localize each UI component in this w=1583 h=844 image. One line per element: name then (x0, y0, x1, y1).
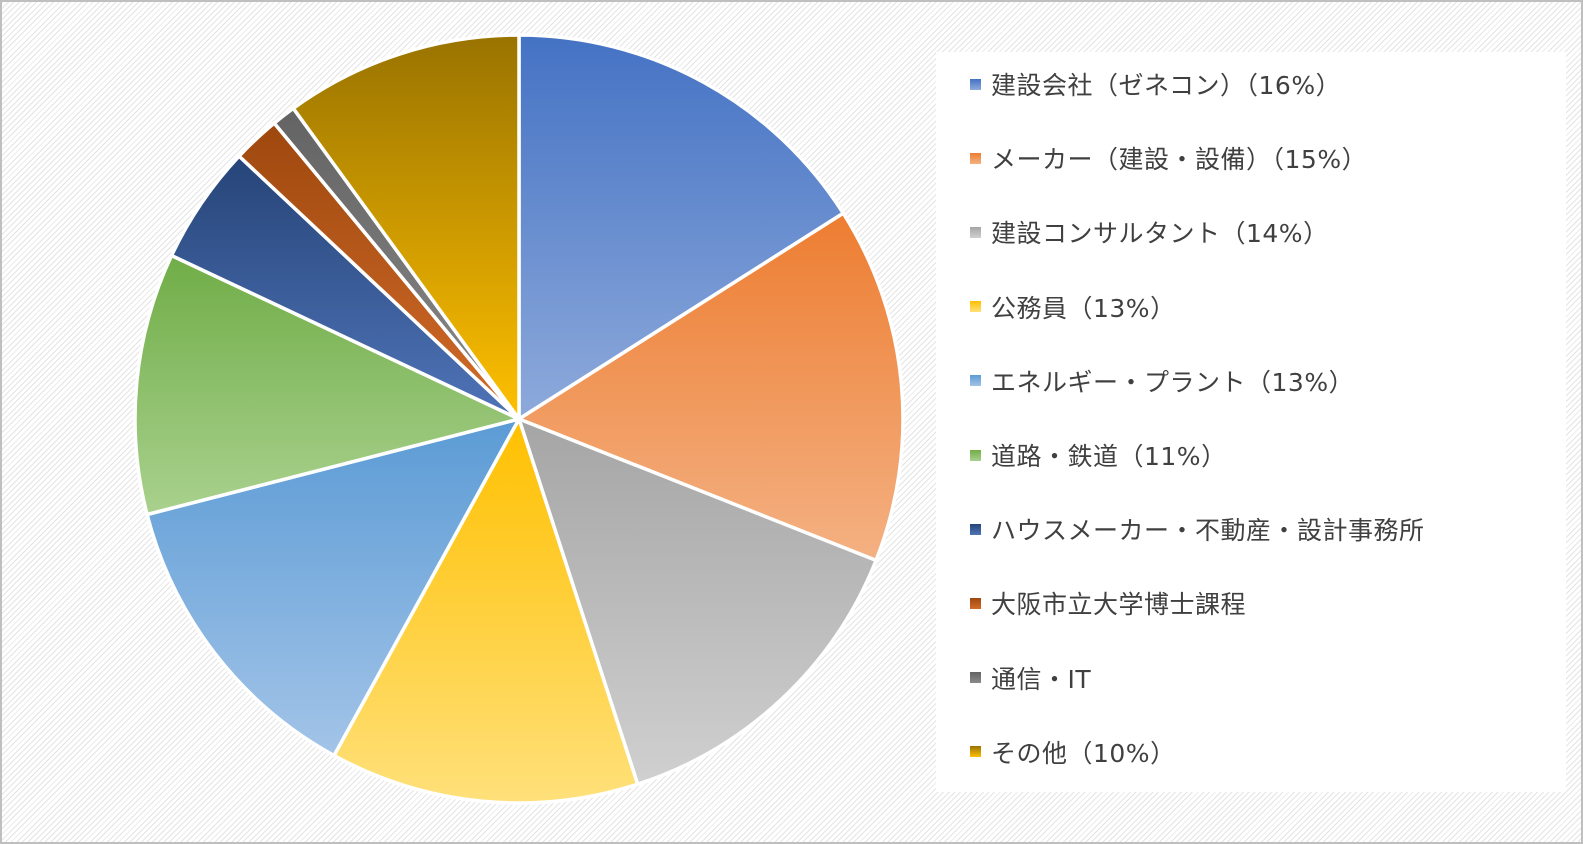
legend-label: 公務員（13%） (991, 293, 1176, 323)
legend-swatch (970, 449, 981, 461)
legend-swatch (970, 523, 981, 535)
legend-label: エネルギー・プラント（13%） (991, 367, 1355, 397)
pie-slice-6 (133, 253, 521, 517)
legend-swatch (970, 301, 981, 313)
legend-label: メーカー（建設・設備）（15%） (991, 145, 1368, 175)
legend-label: 道路・鉄道（11%） (991, 442, 1227, 471)
legend-label: 大阪市立大学博士課程 (991, 590, 1247, 620)
legend-item: 建設会社（ゼネコン）（16%） (936, 64, 1566, 104)
pie-slice-5 (145, 417, 521, 758)
legend: 建設会社（ゼネコン）（16%） メーカー（建設・設備）（15%） 建設コンサルタント… (936, 52, 1566, 792)
legend-swatch (970, 226, 981, 238)
pie-slice-2 (517, 211, 905, 563)
legend-swatch (970, 672, 981, 684)
legend-label: 建設会社（ゼネコン）（16%） (991, 71, 1342, 100)
legend-swatch (970, 78, 981, 90)
legend-item: その他（10%） (936, 732, 1566, 772)
legend-label: その他（10%） (991, 738, 1176, 768)
legend-label: 建設コンサルタント（14%） (991, 219, 1329, 249)
legend-item: メーカー（建設・設備）（15%） (936, 138, 1566, 178)
pie-slice-10 (291, 33, 521, 421)
legend-item: 道路・鉄道（11%） (936, 435, 1566, 475)
pie-slice-1 (517, 33, 845, 421)
legend-item: 公務員（13%） (936, 287, 1566, 327)
legend-item: 通信・IT (936, 658, 1566, 698)
pie-slice-4 (332, 417, 640, 805)
legend-swatch (970, 597, 981, 609)
legend-item: 大阪市立大学博士課程 (936, 583, 1566, 623)
legend-label: ハウスメーカー・不動産・設計事務所 (991, 516, 1425, 546)
legend-item: ハウスメーカー・不動産・設計事務所 (936, 509, 1566, 549)
legend-swatch (970, 152, 981, 164)
legend-item: 建設コンサルタント（14%） (936, 212, 1566, 252)
legend-item: エネルギー・プラント（13%） (936, 361, 1566, 401)
legend-label: 通信・IT (991, 664, 1092, 694)
legend-swatch (970, 375, 981, 387)
legend-swatch (970, 746, 981, 758)
